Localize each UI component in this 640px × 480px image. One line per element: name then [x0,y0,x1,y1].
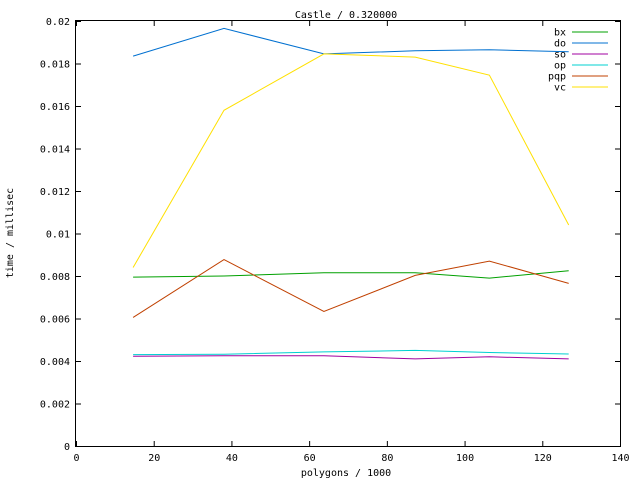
x-tick-label: 80 [381,453,393,464]
legend-label-pqp: pqp [548,72,566,83]
legend-label-bx: bx [554,28,566,39]
y-axis-label: time / millisec [5,188,16,278]
y-tick-label: 0.018 [40,60,70,71]
x-tick-label: 60 [304,453,316,464]
y-tick-label: 0.016 [40,102,70,113]
legend-label-so: so [554,50,566,61]
y-tick-label: 0.012 [40,187,70,198]
axis-ticks: 0 20 40 60 80 100 120 140 0 0.002 0.004 0.006 0.008 0… [40,17,630,464]
series-line-bx [133,270,569,279]
series-line-op [133,349,569,356]
y-tick-label: 0.002 [40,400,70,411]
series-lines [132,27,570,360]
chart-title: Castle / 0.320000 [295,10,397,21]
legend-label-do: do [554,39,566,50]
series-line-do [132,27,569,57]
x-tick-label: 20 [148,453,160,464]
x-tick-label: 120 [534,453,552,464]
y-tick-label: 0.006 [40,315,70,326]
series-line-so [133,355,569,360]
series-line-pqp [132,259,569,318]
legend-label-op: op [554,61,566,72]
y-tick-label: 0.008 [40,272,70,283]
y-tick-label: 0.01 [46,230,70,241]
x-tick-label: 100 [456,453,474,464]
x-tick-label: 0 [73,453,79,464]
y-tick-label: 0 [64,442,70,453]
legend-label-vc: vc [554,83,566,94]
y-tick-label: 0.014 [40,145,70,156]
x-axis-label: polygons / 1000 [301,468,391,479]
plot-frame [75,20,621,447]
series-line-vc [132,53,570,268]
x-tick-label: 40 [226,453,238,464]
y-tick-label: 0.004 [40,357,70,368]
y-tick-label: 0.02 [46,17,70,28]
x-tick-label: 140 [611,453,629,464]
